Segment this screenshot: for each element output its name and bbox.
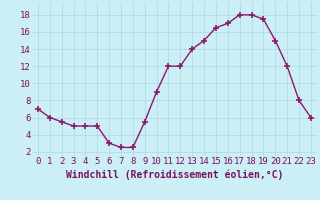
X-axis label: Windchill (Refroidissement éolien,°C): Windchill (Refroidissement éolien,°C) — [66, 169, 283, 180]
